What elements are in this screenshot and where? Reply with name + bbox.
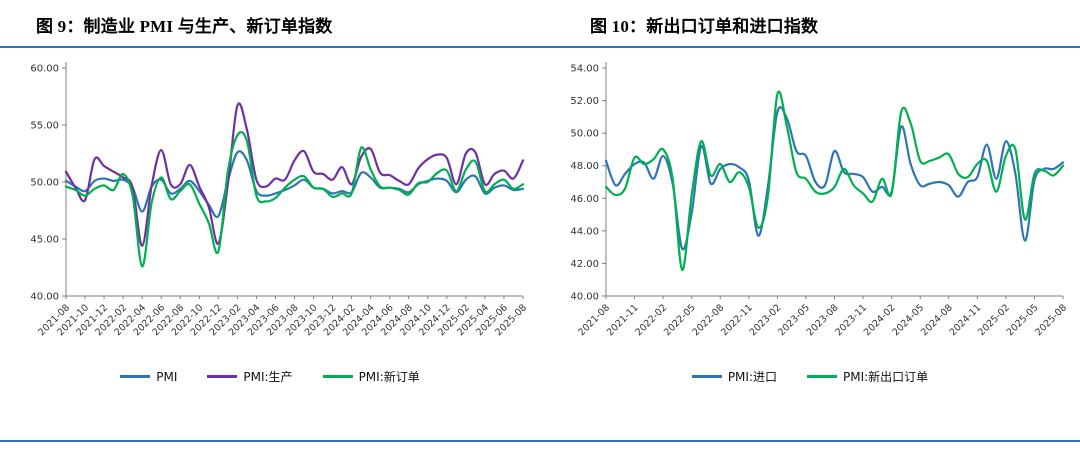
- legend-label: PMI: [156, 369, 178, 384]
- y-tick-label: 44.00: [570, 226, 599, 237]
- titles-row: 图 9：制造业 PMI 与生产、新订单指数 图 10：新出口订单和进口指数: [0, 12, 1080, 37]
- y-tick-label: 48.00: [570, 161, 599, 172]
- legend-item-0: PMI:进口: [691, 368, 777, 385]
- top-divider: [0, 46, 1080, 48]
- chart10-title: 图 10：新出口订单和进口指数: [590, 17, 819, 36]
- y-tick-label: 60.00: [30, 64, 59, 75]
- y-tick-label: 55.00: [30, 121, 59, 132]
- bottom-divider: [0, 440, 1080, 442]
- legend-label: PMI:进口: [727, 370, 777, 384]
- legend-swatch: [207, 375, 238, 378]
- import-export-orders-chart: 40.00 42.00 44.00 46.00 48.00 50.00 52.00 54.00…: [540, 54, 1080, 385]
- legend-item-2: PMI:新订单: [322, 368, 420, 385]
- series-line-2: [64, 131, 524, 268]
- y-tick-label: 40.00: [570, 292, 599, 303]
- y-tick-label: 52.00: [570, 96, 599, 107]
- y-tick-label: 42.00: [570, 259, 599, 270]
- y-tick-label: 50.00: [30, 178, 59, 189]
- y-tick-label: 45.00: [30, 235, 59, 246]
- legend-label: PMI:新订单: [358, 370, 420, 384]
- legend-item-0: PMI: [120, 368, 177, 385]
- y-tick-label: 40.00: [30, 292, 59, 303]
- series-line-0: [64, 150, 524, 219]
- chart-canvas: 40.0045.0050.0055.0060.002021-082021-102…: [30, 62, 529, 338]
- chart9-title: 图 9：制造业 PMI 与生产、新订单指数: [36, 17, 333, 36]
- series-line-1: [64, 102, 524, 247]
- legend-swatch: [691, 375, 722, 378]
- legend: PMI:进口 PMI:新出口订单: [691, 368, 928, 385]
- legend-label: PMI:新出口订单: [843, 370, 929, 384]
- legend-swatch: [322, 375, 353, 378]
- legend-label: PMI:生产: [243, 370, 293, 384]
- y-tick-label: 54.00: [570, 64, 599, 75]
- charts-row: 40.00 45.00 50.00 55.00 60.00 2021-08 2021-10 2…: [0, 54, 1080, 385]
- legend-swatch: [120, 375, 151, 378]
- series-line-0: [604, 106, 1064, 251]
- legend-swatch: [807, 375, 837, 378]
- y-tick-label: 50.00: [570, 129, 599, 140]
- x-tick-label: 2025-08: [1033, 302, 1069, 338]
- chart-canvas: 40.00 42.00 44.00 46.00 48.00 50.00 52.00 54.00…: [570, 62, 1069, 338]
- y-tick-label: 46.00: [570, 194, 599, 205]
- legend-item-1: PMI:生产: [207, 368, 293, 385]
- pmi-production-neworders-chart: 40.00 45.00 50.00 55.00 60.00 2021-08 2021-10 2…: [0, 54, 540, 385]
- legend-item-1: PMI:新出口订单: [807, 368, 928, 385]
- series-line-1: [604, 90, 1064, 272]
- legend: PMI PMI:生产 PMI:新订单: [120, 368, 420, 385]
